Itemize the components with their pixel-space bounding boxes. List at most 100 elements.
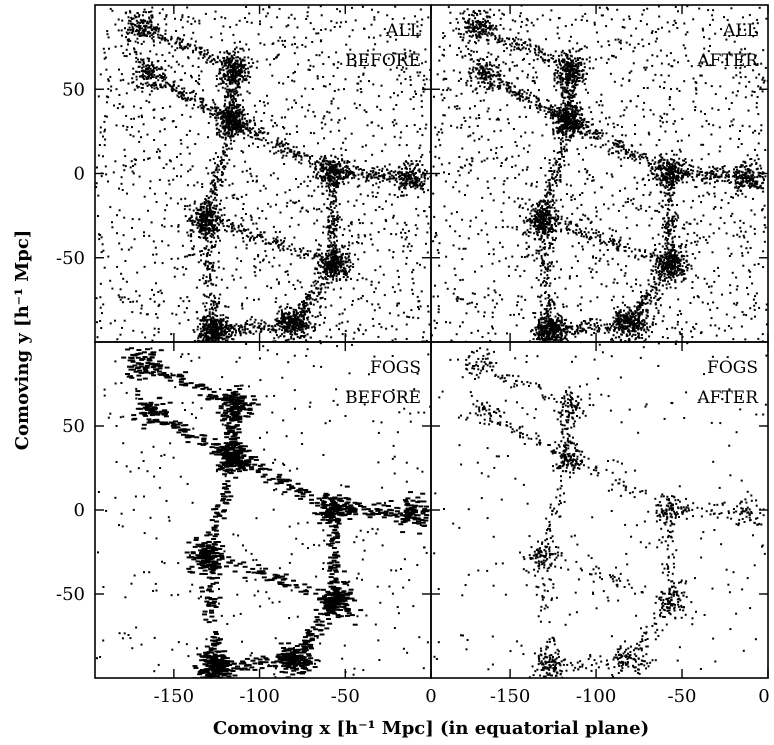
data-point <box>170 35 173 38</box>
data-point <box>151 288 153 291</box>
data-point <box>124 260 127 262</box>
data-point <box>424 169 426 172</box>
data-point <box>214 331 217 334</box>
data-point <box>341 312 344 315</box>
data-point <box>230 125 233 128</box>
data-point <box>342 267 345 270</box>
data-point <box>177 230 180 233</box>
data-point <box>201 227 204 230</box>
data-point <box>321 277 324 279</box>
data-point <box>215 240 217 243</box>
data-point <box>410 245 413 248</box>
data-point <box>274 146 277 148</box>
data-point <box>411 172 414 175</box>
data-point <box>289 306 291 309</box>
data-point <box>258 138 261 141</box>
data-point <box>205 338 207 341</box>
data-point <box>207 260 210 263</box>
data-point <box>393 92 395 95</box>
data-point <box>250 316 253 318</box>
data-point <box>211 218 214 221</box>
data-point <box>333 232 336 235</box>
data-point <box>229 57 232 60</box>
data-point <box>224 75 227 78</box>
data-point <box>290 325 293 328</box>
data-point <box>185 92 188 94</box>
data-point <box>222 152 225 155</box>
data-point <box>351 303 354 306</box>
data-point <box>221 171 223 174</box>
data-point <box>214 339 217 342</box>
data-point <box>212 157 215 160</box>
data-point <box>233 165 236 168</box>
data-point <box>334 156 337 159</box>
data-point <box>281 39 284 42</box>
data-point <box>135 60 138 63</box>
data-point <box>428 206 431 208</box>
data-point <box>97 154 100 157</box>
data-point <box>233 133 236 136</box>
data-point <box>355 166 358 169</box>
data-point <box>374 43 377 46</box>
data-point <box>411 177 413 180</box>
data-point <box>302 311 305 314</box>
data-point <box>331 255 334 258</box>
data-point <box>311 326 314 329</box>
data-point <box>213 294 216 297</box>
data-point <box>299 210 302 213</box>
data-point <box>230 132 233 135</box>
data-point <box>213 236 216 239</box>
data-point <box>181 91 184 94</box>
data-point <box>211 244 214 247</box>
data-point <box>231 66 234 69</box>
data-point <box>399 175 401 177</box>
data-point <box>242 331 245 334</box>
data-point <box>300 312 303 315</box>
data-point <box>337 177 340 180</box>
data-point <box>218 168 221 171</box>
data-point <box>211 334 214 337</box>
data-point <box>141 19 144 22</box>
data-point <box>263 131 266 134</box>
data-point <box>378 306 381 309</box>
data-point <box>343 88 345 91</box>
data-point <box>360 60 363 63</box>
data-point <box>172 178 175 181</box>
data-point <box>420 156 423 159</box>
data-point <box>327 257 330 260</box>
data-point <box>149 84 152 87</box>
data-point <box>210 246 213 249</box>
data-point <box>283 163 286 165</box>
data-point <box>212 101 215 104</box>
data-point <box>130 118 133 120</box>
data-point <box>320 14 323 17</box>
data-point <box>184 197 187 200</box>
data-point <box>370 238 373 241</box>
data-point <box>256 146 259 148</box>
data-point <box>333 174 336 177</box>
data-point <box>199 104 202 107</box>
data-point <box>350 223 353 226</box>
data-point <box>232 96 235 99</box>
data-point <box>125 114 128 117</box>
data-point <box>344 273 347 276</box>
data-point <box>334 200 337 203</box>
data-point <box>400 82 402 85</box>
data-point <box>230 135 233 137</box>
data-point <box>132 67 135 70</box>
data-point <box>148 101 151 104</box>
data-point <box>281 333 283 336</box>
data-point <box>358 184 361 187</box>
data-point <box>210 317 213 320</box>
data-point <box>333 254 336 257</box>
data-point <box>220 323 223 325</box>
data-point <box>284 138 287 141</box>
data-point <box>323 203 326 206</box>
data-point <box>333 222 336 225</box>
data-point <box>137 30 140 33</box>
data-point <box>237 128 240 131</box>
data-point <box>346 264 349 267</box>
data-point <box>302 302 305 305</box>
data-point <box>376 176 378 179</box>
data-point <box>208 207 211 209</box>
